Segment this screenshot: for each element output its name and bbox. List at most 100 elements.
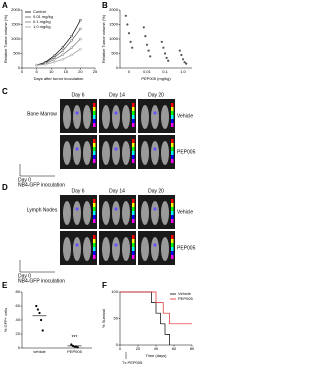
color-bar bbox=[93, 247, 96, 251]
color-bar bbox=[93, 211, 96, 215]
point bbox=[52, 56, 56, 59]
color-bar bbox=[132, 207, 135, 211]
color-bar bbox=[93, 103, 96, 107]
color-bar bbox=[132, 151, 135, 155]
x-axis-label: PEP005 (mg/kg) bbox=[141, 76, 171, 81]
mouse bbox=[151, 105, 159, 129]
point bbox=[41, 329, 44, 332]
point bbox=[70, 343, 73, 346]
point bbox=[52, 58, 56, 61]
color-bar bbox=[132, 159, 135, 163]
point bbox=[180, 53, 183, 57]
mouse bbox=[112, 237, 120, 261]
color-bar bbox=[132, 235, 135, 239]
mouse bbox=[73, 237, 81, 261]
y-tick-label: 1500 bbox=[11, 22, 21, 27]
y-tick-label: 1500 bbox=[109, 22, 119, 27]
point bbox=[185, 62, 188, 65]
mouse bbox=[151, 141, 159, 165]
y-tick-label: 2000 bbox=[11, 7, 21, 12]
signal bbox=[153, 111, 157, 115]
mouse bbox=[73, 201, 81, 225]
series-line bbox=[36, 38, 81, 66]
x-tick-label: 0.01 bbox=[143, 69, 152, 74]
color-bar bbox=[171, 239, 174, 243]
point bbox=[178, 49, 181, 52]
mouse bbox=[151, 237, 159, 261]
color-bar bbox=[171, 203, 174, 207]
mouse bbox=[63, 237, 71, 261]
mouse bbox=[63, 141, 71, 165]
series-line bbox=[36, 48, 81, 66]
point bbox=[61, 58, 65, 61]
color-bar bbox=[171, 211, 174, 215]
color-bar bbox=[171, 151, 174, 155]
point bbox=[40, 318, 43, 322]
site-label: Lymph Nodes bbox=[27, 207, 58, 213]
mouse bbox=[83, 237, 91, 261]
point bbox=[61, 49, 65, 52]
x-tick-label: 0 bbox=[128, 69, 131, 74]
mouse bbox=[141, 237, 149, 261]
x-axis-label: Days after tumor inoculation bbox=[34, 76, 84, 81]
mouse bbox=[112, 141, 120, 165]
color-bar bbox=[171, 155, 174, 159]
annotation: Tx PEP005 bbox=[122, 360, 143, 365]
color-bar bbox=[132, 123, 135, 127]
mouse bbox=[83, 201, 91, 225]
x-tick-label: 0.1 bbox=[162, 69, 168, 74]
mouse bbox=[161, 105, 169, 129]
mouse bbox=[73, 105, 81, 129]
x-tick-label: 15 bbox=[64, 69, 69, 74]
point bbox=[76, 346, 79, 349]
color-bar bbox=[171, 159, 174, 163]
color-bar bbox=[93, 235, 96, 239]
color-bar bbox=[93, 151, 96, 155]
color-bar bbox=[132, 215, 135, 219]
point bbox=[181, 58, 185, 61]
row-label: Vehicle bbox=[177, 209, 193, 215]
signal bbox=[75, 243, 79, 247]
point bbox=[149, 55, 152, 58]
mouse bbox=[63, 201, 71, 225]
y-tick-label: 0 bbox=[116, 342, 119, 347]
point bbox=[129, 40, 132, 44]
point bbox=[36, 308, 40, 311]
point bbox=[160, 40, 163, 44]
color-bar bbox=[171, 199, 174, 203]
color-bar bbox=[171, 215, 174, 219]
color-bar bbox=[171, 111, 174, 115]
y-tick-label: 0 bbox=[116, 65, 119, 70]
panel-label: D bbox=[2, 183, 8, 192]
y-tick-label: 2000 bbox=[109, 7, 119, 12]
mouse bbox=[112, 201, 120, 225]
color-bar bbox=[171, 103, 174, 107]
point bbox=[142, 26, 145, 29]
x-tick-label: 80 bbox=[190, 346, 195, 351]
point bbox=[79, 37, 82, 41]
mouse bbox=[161, 141, 169, 165]
color-bar bbox=[171, 119, 174, 123]
color-bar bbox=[93, 107, 96, 111]
mouse bbox=[161, 237, 169, 261]
signal bbox=[75, 147, 79, 151]
signal bbox=[153, 147, 157, 151]
point bbox=[44, 63, 47, 66]
color-bar bbox=[93, 119, 96, 123]
day-label: Day 6 bbox=[71, 188, 84, 194]
panel-label: F bbox=[102, 281, 107, 290]
row-label: Vehicle bbox=[177, 113, 193, 119]
point bbox=[147, 49, 150, 52]
color-bar bbox=[171, 147, 174, 151]
y-tick-label: 500 bbox=[13, 51, 20, 56]
signal bbox=[114, 111, 118, 115]
point bbox=[70, 39, 73, 42]
y-axis-label: % GFP+ cells bbox=[3, 308, 8, 332]
y-tick-label: 0 bbox=[18, 65, 21, 70]
x-tick-label: 20 bbox=[136, 346, 141, 351]
color-bar bbox=[132, 199, 135, 203]
point bbox=[79, 47, 82, 51]
x-tick-label: 25 bbox=[93, 69, 98, 74]
series-line bbox=[36, 19, 81, 66]
signal bbox=[114, 147, 118, 151]
